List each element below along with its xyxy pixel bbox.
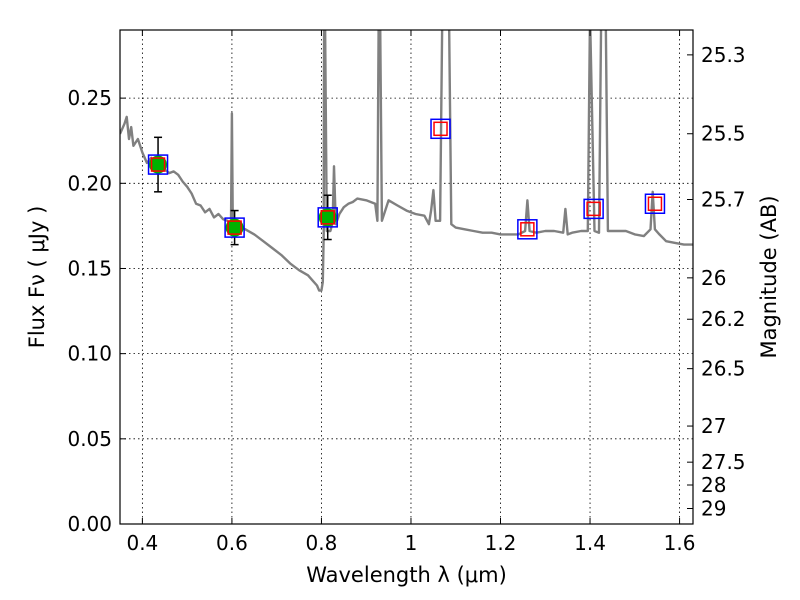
- y2-axis-title: Magnitude (AB): [757, 195, 781, 358]
- y-tick-label: 0.10: [67, 342, 112, 366]
- axes: 0.4 0.6 0.8 1 1.2 1.4 1.6 0.00 0.05 0.10 0.15 0.20 0…: [67, 30, 746, 555]
- model-point-blue: [224, 217, 245, 238]
- x-tick-label: 1: [405, 531, 418, 555]
- x-tick-label: 0.4: [126, 531, 158, 555]
- y2-tick-label: 27: [701, 414, 726, 438]
- y-tick-label: 0.25: [67, 86, 112, 110]
- y2-tick-label: 26.2: [701, 307, 746, 331]
- model-point-red: [227, 220, 242, 235]
- y2-tick-label: 25.5: [701, 122, 746, 146]
- observed-point: [149, 155, 168, 174]
- model-point-blue: [583, 198, 604, 220]
- y2-tick-label: 26.5: [701, 357, 746, 381]
- y2-tick-label: 25.7: [701, 187, 746, 211]
- x-tick-label: 0.8: [306, 531, 338, 555]
- y2-tick-label: 26: [701, 266, 726, 290]
- y-tick-label: 0.05: [67, 427, 112, 451]
- y2-tick-label: 27.5: [701, 450, 746, 474]
- model-point-blue: [317, 207, 338, 228]
- model-point-blue: [147, 154, 169, 175]
- model-point-blue: [517, 219, 538, 240]
- observed-point: [318, 208, 337, 227]
- model-point-red: [150, 157, 166, 172]
- x-axis-title: Wavelength λ (μm): [306, 563, 507, 587]
- y-axis-title: Flux Fν ( μJy ): [25, 206, 49, 349]
- plot-content: [120, 30, 693, 292]
- y-tick-label: 0.00: [67, 512, 112, 536]
- x-tick-label: 1.6: [664, 531, 696, 555]
- x-tick-label: 0.6: [216, 531, 248, 555]
- model-point-red: [647, 196, 663, 212]
- model-point-red: [433, 121, 448, 137]
- sed-model-line: [120, 30, 693, 292]
- observed-point: [225, 218, 244, 237]
- x-tick-label: 1.4: [574, 531, 606, 555]
- model-point-red: [520, 222, 535, 237]
- y2-tick-label: 29: [701, 496, 726, 520]
- model-point-red: [586, 201, 601, 217]
- y2-tick-label: 28: [701, 473, 726, 497]
- y-tick-label: 0.15: [67, 256, 112, 280]
- model-point-red: [320, 210, 335, 225]
- y-tick-label: 0.20: [67, 171, 112, 195]
- y2-tick-label: 25.3: [701, 43, 746, 67]
- model-point-blue: [644, 193, 666, 215]
- x-tick-label: 1.2: [485, 531, 517, 555]
- plot-area: [120, 30, 693, 524]
- model-point-blue: [430, 118, 451, 140]
- plot-frame: [119, 29, 694, 525]
